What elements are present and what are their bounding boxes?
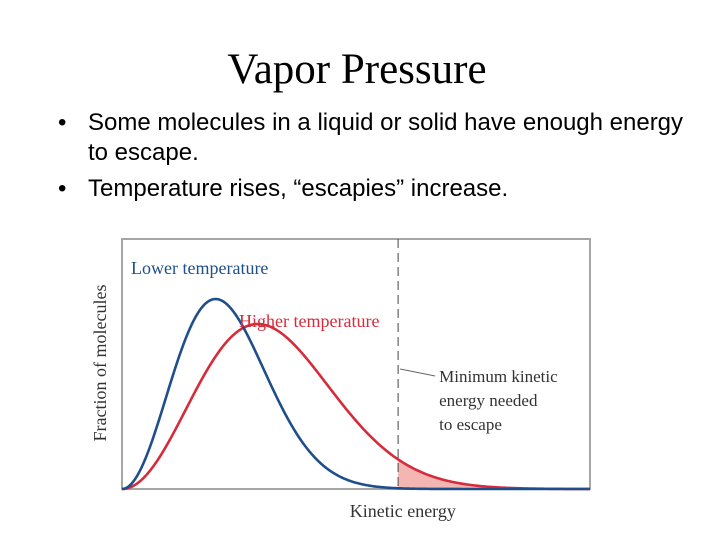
x-axis-label: Kinetic energy xyxy=(350,501,456,521)
bullet-text: Some molecules in a liquid or solid have… xyxy=(88,109,684,166)
bullet-item: • Some molecules in a liquid or solid ha… xyxy=(58,108,698,168)
bullet-icon: • xyxy=(58,109,67,136)
energy-distribution-figure: Lower temperature Higher temperature Min… xyxy=(88,232,608,532)
energy-distribution-chart: Lower temperature Higher temperature Min… xyxy=(90,238,591,521)
slide-title: Vapor Pressure xyxy=(227,46,487,93)
lower-temperature-label: Lower temperature xyxy=(131,258,268,278)
threshold-label-line: Minimum kinetic xyxy=(439,367,558,386)
threshold-label-line: energy needed xyxy=(439,391,538,410)
bullet-list: • Some molecules in a liquid or solid ha… xyxy=(58,108,698,210)
lower-temperature-curve xyxy=(121,297,590,491)
threshold-label: Minimum kinetic energy needed to escape xyxy=(439,367,562,434)
bullet-item: • Temperature rises, “escapies” increase… xyxy=(58,174,698,204)
bullet-text: Temperature rises, “escapies” increase. xyxy=(88,175,509,202)
plot-frame xyxy=(121,238,591,490)
threshold-label-leader xyxy=(400,368,436,377)
bullet-icon: • xyxy=(58,175,67,202)
threshold-label-line: to escape xyxy=(439,415,502,434)
higher-temperature-label: Higher temperature xyxy=(239,311,379,331)
y-axis-label: Fraction of molecules xyxy=(90,285,110,442)
